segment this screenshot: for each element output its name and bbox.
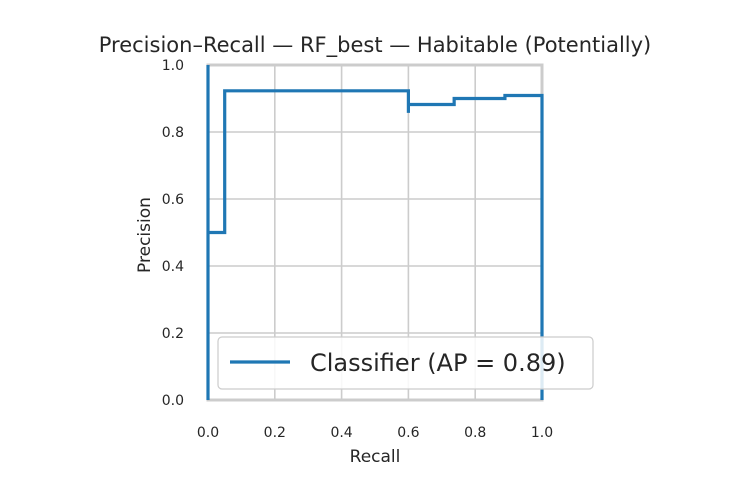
x-tick-label: 0.8 xyxy=(464,425,486,441)
y-tick-label: 0.2 xyxy=(162,326,184,342)
pr-curve-line xyxy=(206,65,544,400)
y-tick-label: 0.8 xyxy=(162,125,184,141)
legend: Classifier (AP = 0.89) xyxy=(217,336,594,390)
chart-title: Precision–Recall — RF_best — Habitable (… xyxy=(99,33,651,58)
x-tick-label: 0.4 xyxy=(330,425,352,441)
y-tick-label: 0.4 xyxy=(162,259,184,275)
legend-box xyxy=(217,336,594,390)
x-tick-label: 1.0 xyxy=(531,425,553,441)
series-layer xyxy=(206,65,544,400)
y-tick-label: 1.0 xyxy=(162,58,184,74)
x-tick-label: 0.6 xyxy=(397,425,419,441)
legend-label: Classifier (AP = 0.89) xyxy=(310,349,566,377)
x-axis-label: Recall xyxy=(350,447,401,467)
x-tick-labels: 0.0 0.2 0.4 0.6 0.8 1.0 xyxy=(197,425,553,441)
x-tick-label: 0.2 xyxy=(264,425,286,441)
y-axis-label: Precision xyxy=(135,197,155,273)
x-tick-label: 0.0 xyxy=(197,425,219,441)
y-tick-labels: 0.0 0.2 0.4 0.6 0.8 1.0 xyxy=(162,58,184,409)
y-tick-label: 0.6 xyxy=(162,192,184,208)
y-tick-label: 0.0 xyxy=(162,393,184,409)
